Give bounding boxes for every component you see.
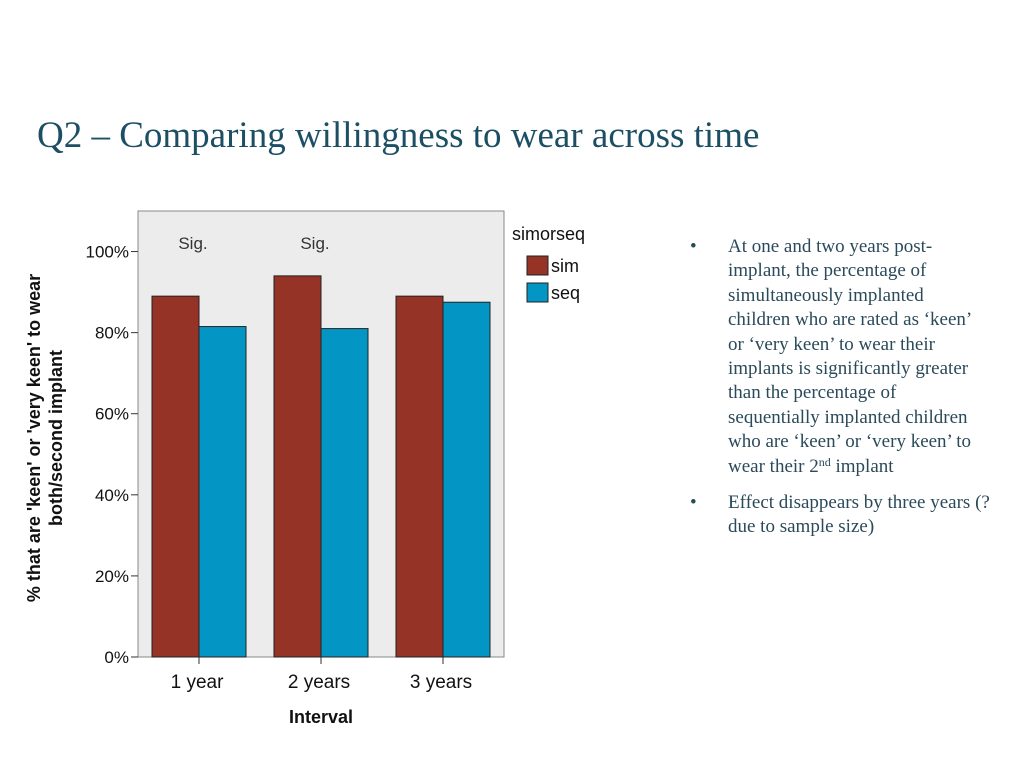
chart-svg: 0% 20% 40% 60% 80% 100% 1 year 2 years 3 years Si… [24,210,585,727]
bar-sim [395,295,444,658]
y-axis-label: both/second implant [46,350,66,526]
y-tick-label: 20% [95,567,129,586]
bar-sim [151,295,200,658]
bullet-list: • At one and two years post-implant, the… [690,235,990,552]
legend-label-seq: seq [551,283,580,303]
bar-chart: 0% 20% 40% 60% 80% 100% 1 year 2 years 3 years Si… [0,195,640,755]
y-tick-label: 40% [95,486,129,505]
sig-annotation: Sig. [300,234,329,253]
x-axis-label: Interval [289,707,353,727]
bullet-text: At one and two years post-implant, the p… [728,236,972,477]
legend-label-sim: sim [551,256,579,276]
bar-seq [442,301,491,658]
legend-swatch-sim [526,255,549,276]
y-tick-label: 80% [95,324,129,343]
sig-annotation: Sig. [178,234,207,253]
bar-sim [273,275,322,658]
legend-title: simorseq [512,224,585,244]
y-tick-label: 60% [95,405,129,424]
bullet-marker: • [690,492,697,514]
bullet-superscript: nd [818,454,831,469]
bullet-text: Effect disappears by three years (? due … [728,492,990,538]
bullet-item: • Effect disappears by three years (? du… [690,491,990,540]
slide-title: Q2 – Comparing willingness to wear acros… [37,115,760,156]
x-tick-label: 3 years [410,672,472,693]
x-tick-label: 2 years [288,672,350,693]
bullet-marker: • [690,236,697,257]
x-tick-label: 1 year [171,672,224,693]
y-axis-label: % that are 'keen' or 'very keen' to wear [24,274,44,602]
y-tick-label: 100% [86,243,129,262]
y-tick-label: 0% [104,648,129,667]
bar-seq [198,326,247,658]
legend-swatch-seq [526,282,549,303]
bullet-text-after: implant [830,455,894,477]
bar-seq [320,328,369,658]
bullet-item: • At one and two years post-implant, the… [690,235,990,479]
